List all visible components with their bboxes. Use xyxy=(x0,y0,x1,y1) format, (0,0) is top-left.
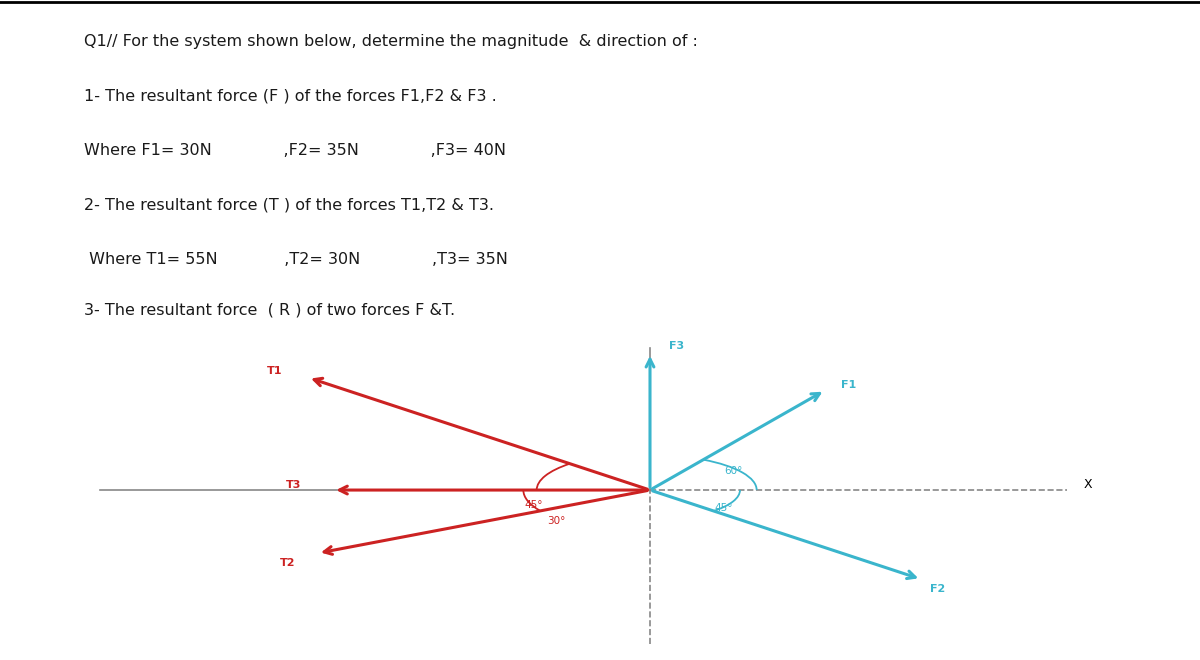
Text: 45°: 45° xyxy=(524,500,542,510)
Text: 30°: 30° xyxy=(547,515,566,526)
Text: 45°: 45° xyxy=(714,503,732,513)
Text: Where F1= 30N              ,F2= 35N              ,F3= 40N: Where F1= 30N ,F2= 35N ,F3= 40N xyxy=(84,143,506,158)
Text: F2: F2 xyxy=(930,584,946,594)
Text: T2: T2 xyxy=(281,558,295,568)
Text: X: X xyxy=(1084,478,1092,491)
Text: T1: T1 xyxy=(268,366,283,376)
Text: F1: F1 xyxy=(841,380,856,390)
Text: 60°: 60° xyxy=(724,467,743,477)
Text: Q1// For the system shown below, determine the magnitude  & direction of :: Q1// For the system shown below, determi… xyxy=(84,34,698,49)
Text: Where T1= 55N             ,T2= 30N              ,T3= 35N: Where T1= 55N ,T2= 30N ,T3= 35N xyxy=(84,251,508,267)
Text: 3- The resultant force  ( R ) of two forces F &T.: 3- The resultant force ( R ) of two forc… xyxy=(84,303,455,318)
Text: F3: F3 xyxy=(670,341,684,351)
Text: 1- The resultant force (F ) of the forces F1,F2 & F3 .: 1- The resultant force (F ) of the force… xyxy=(84,88,497,104)
Text: 2- The resultant force (T ) of the forces T1,T2 & T3.: 2- The resultant force (T ) of the force… xyxy=(84,197,494,213)
Text: T3: T3 xyxy=(286,480,301,490)
